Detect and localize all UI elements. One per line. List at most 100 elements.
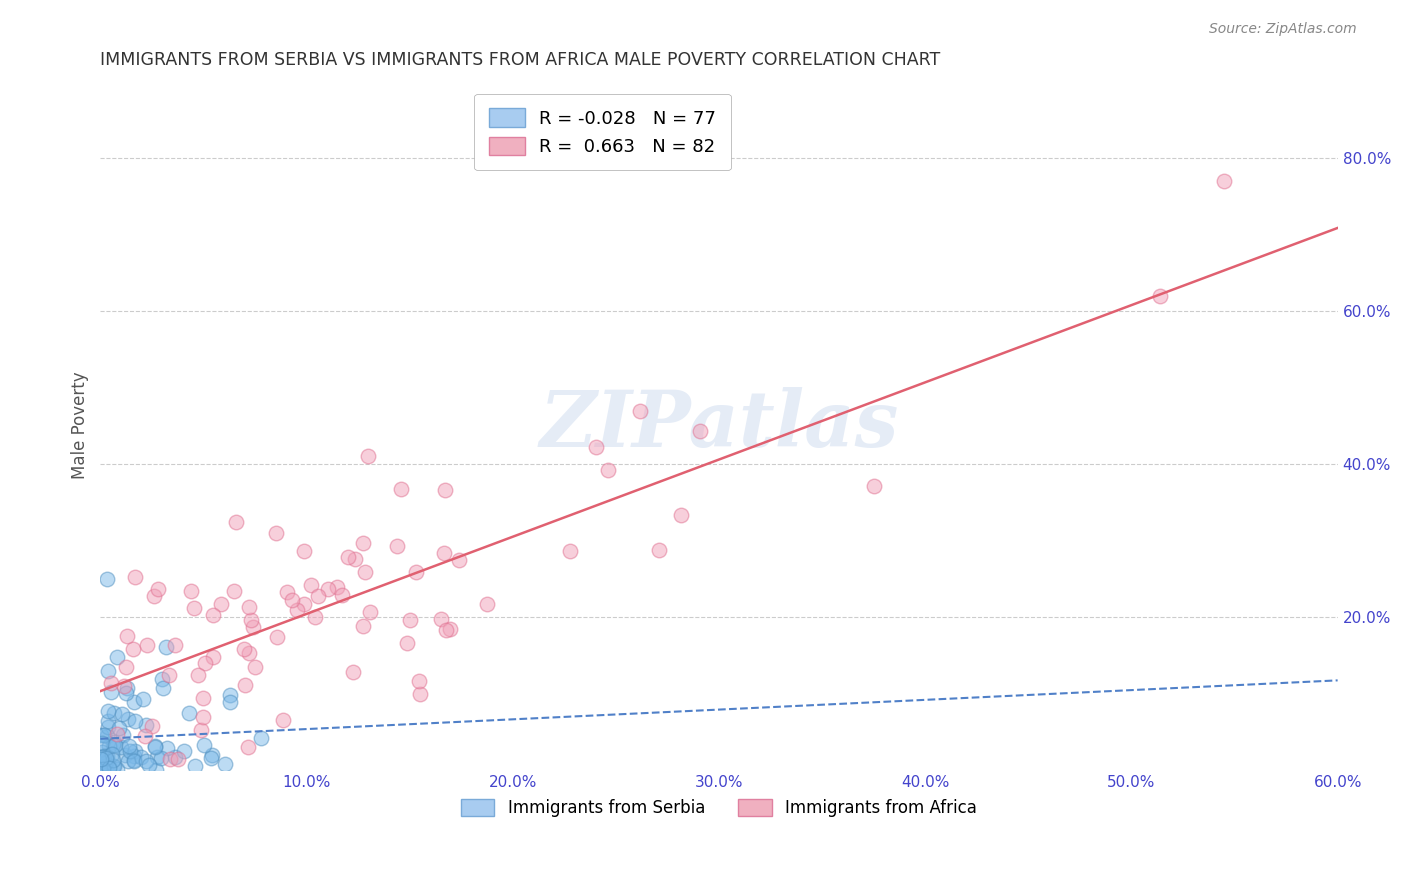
Point bbox=[405, 565, 427, 579]
Point bbox=[105, 726, 128, 740]
Point bbox=[433, 545, 456, 559]
Point bbox=[219, 695, 242, 709]
Point bbox=[292, 544, 315, 558]
Point bbox=[475, 598, 498, 612]
Point bbox=[115, 681, 138, 695]
Point bbox=[201, 608, 224, 623]
Point bbox=[242, 620, 264, 634]
Point bbox=[122, 753, 145, 767]
Point bbox=[1149, 289, 1171, 303]
Point bbox=[101, 747, 124, 762]
Text: Source: ZipAtlas.com: Source: ZipAtlas.com bbox=[1209, 22, 1357, 37]
Point bbox=[98, 758, 121, 772]
Point bbox=[596, 463, 619, 477]
Point bbox=[449, 552, 471, 566]
Point bbox=[648, 543, 671, 558]
Point bbox=[585, 440, 607, 454]
Point bbox=[183, 601, 205, 615]
Point bbox=[194, 657, 217, 671]
Point bbox=[430, 611, 453, 625]
Point bbox=[863, 479, 886, 493]
Point bbox=[91, 760, 114, 774]
Point bbox=[342, 665, 364, 680]
Point bbox=[103, 734, 125, 748]
Point bbox=[214, 756, 236, 771]
Point bbox=[264, 526, 287, 541]
Point bbox=[94, 750, 117, 764]
Point bbox=[330, 588, 353, 602]
Point bbox=[190, 723, 212, 738]
Point bbox=[122, 642, 145, 657]
Point bbox=[191, 710, 214, 724]
Point bbox=[97, 739, 120, 753]
Point bbox=[100, 685, 122, 699]
Point bbox=[180, 584, 202, 599]
Point bbox=[143, 739, 166, 754]
Point bbox=[134, 729, 156, 743]
Point bbox=[118, 739, 141, 754]
Point bbox=[93, 728, 115, 742]
Point bbox=[343, 552, 366, 566]
Point bbox=[233, 677, 256, 691]
Point bbox=[304, 610, 326, 624]
Point bbox=[184, 758, 207, 772]
Point bbox=[101, 738, 124, 752]
Point bbox=[266, 630, 288, 644]
Point bbox=[166, 752, 188, 766]
Point bbox=[148, 582, 170, 596]
Point bbox=[354, 565, 377, 579]
Point bbox=[325, 580, 347, 594]
Point bbox=[250, 731, 273, 745]
Point bbox=[409, 687, 432, 701]
Point bbox=[395, 635, 418, 649]
Point bbox=[143, 739, 166, 753]
Point bbox=[173, 744, 195, 758]
Point bbox=[308, 589, 330, 603]
Point bbox=[399, 613, 422, 627]
Point bbox=[238, 600, 260, 615]
Point bbox=[145, 763, 167, 777]
Text: IMMIGRANTS FROM SERBIA VS IMMIGRANTS FROM AFRICA MALE POVERTY CORRELATION CHART: IMMIGRANTS FROM SERBIA VS IMMIGRANTS FRO… bbox=[100, 51, 941, 69]
Point bbox=[156, 741, 179, 756]
Point bbox=[91, 749, 114, 764]
Point bbox=[202, 650, 225, 665]
Point bbox=[301, 578, 323, 592]
Point bbox=[233, 642, 256, 657]
Point bbox=[122, 755, 145, 769]
Point bbox=[135, 754, 157, 768]
Point bbox=[281, 593, 304, 607]
Point bbox=[292, 597, 315, 611]
Point bbox=[385, 539, 408, 553]
Point bbox=[389, 482, 412, 496]
Point bbox=[135, 718, 157, 732]
Point bbox=[91, 745, 114, 759]
Point bbox=[129, 749, 152, 764]
Point bbox=[96, 572, 118, 586]
Point bbox=[104, 738, 127, 752]
Point bbox=[150, 672, 173, 686]
Point bbox=[90, 752, 112, 766]
Point bbox=[408, 673, 430, 688]
Point bbox=[122, 694, 145, 708]
Point bbox=[118, 744, 141, 758]
Point bbox=[112, 679, 135, 693]
Point bbox=[105, 762, 128, 776]
Point bbox=[103, 759, 125, 773]
Point bbox=[155, 640, 177, 655]
Point bbox=[628, 403, 651, 417]
Y-axis label: Male Poverty: Male Poverty bbox=[72, 372, 89, 480]
Point bbox=[124, 570, 146, 584]
Point bbox=[135, 638, 157, 652]
Point bbox=[96, 749, 118, 764]
Point bbox=[1213, 174, 1236, 188]
Point bbox=[689, 424, 711, 438]
Point bbox=[187, 668, 209, 682]
Point bbox=[97, 714, 120, 728]
Point bbox=[97, 704, 120, 718]
Point bbox=[146, 750, 169, 764]
Point bbox=[163, 750, 186, 764]
Point bbox=[356, 449, 378, 463]
Point bbox=[337, 550, 360, 565]
Point bbox=[159, 752, 181, 766]
Point bbox=[271, 713, 294, 727]
